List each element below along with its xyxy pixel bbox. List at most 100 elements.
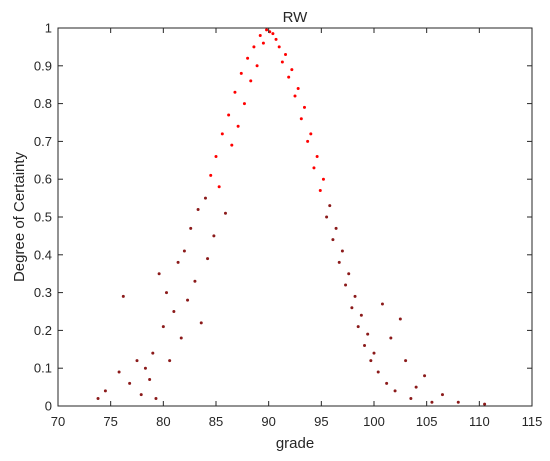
data-point — [203, 196, 207, 200]
data-point — [172, 310, 176, 313]
x-tick-label: 70 — [51, 414, 65, 429]
data-point — [380, 302, 384, 306]
data-point — [220, 132, 224, 136]
data-point — [334, 226, 338, 230]
x-axis-label: grade — [276, 435, 314, 452]
data-point — [376, 370, 380, 374]
x-axis-ticks: 70 75 80 85 90 95 100 105 110 115 — [51, 28, 543, 429]
data-point — [331, 238, 335, 242]
chart-title: RW — [283, 9, 309, 26]
data-point — [168, 359, 172, 363]
y-tick-label: 0.1 — [34, 361, 52, 376]
data-point — [287, 75, 291, 79]
data-point — [359, 313, 363, 317]
data-point — [385, 381, 389, 385]
data-point — [261, 41, 265, 45]
data-point — [249, 79, 253, 83]
data-point — [315, 155, 319, 159]
data-point — [161, 325, 165, 329]
plot-area — [58, 28, 532, 406]
data-point — [325, 215, 329, 219]
data-point — [217, 185, 221, 189]
data-point — [148, 378, 152, 382]
data-point — [293, 94, 297, 98]
data-point — [258, 34, 262, 38]
y-tick-label: 0.6 — [34, 172, 52, 187]
data-point — [193, 279, 197, 283]
data-point — [230, 143, 234, 147]
y-axis-ticks: 0 0.1 0.2 0.3 0.4 0.5 0.6 0.7 0.8 0.9 1 — [34, 21, 532, 414]
data-point — [290, 68, 294, 72]
data-point — [340, 249, 344, 253]
data-point — [182, 249, 186, 253]
data-point — [414, 385, 418, 389]
data-point — [389, 336, 393, 340]
data-point — [214, 155, 218, 159]
data-point — [223, 211, 227, 215]
x-tick-label: 85 — [209, 414, 223, 429]
data-point — [121, 294, 125, 298]
data-point — [318, 189, 322, 193]
data-point — [246, 56, 250, 60]
data-point — [209, 173, 213, 177]
x-tick-label: 115 — [522, 414, 543, 429]
y-tick-label: 0 — [45, 399, 52, 414]
data-point — [242, 102, 246, 106]
data-point — [151, 351, 155, 355]
data-point — [309, 132, 313, 136]
x-tick-label: 75 — [103, 414, 117, 429]
data-point — [299, 117, 303, 121]
data-point — [252, 45, 256, 49]
data-point — [103, 389, 107, 393]
data-point — [404, 359, 408, 363]
y-tick-label: 0.2 — [34, 323, 52, 338]
data-point — [255, 64, 259, 68]
x-tick-label: 105 — [416, 414, 438, 429]
y-tick-label: 0.9 — [34, 58, 52, 73]
data-point — [239, 71, 243, 75]
data-points-layer — [96, 28, 487, 406]
x-tick-label: 110 — [469, 414, 490, 429]
data-point — [393, 389, 397, 393]
data-point — [265, 28, 269, 32]
data-point — [212, 234, 216, 238]
data-point — [179, 336, 183, 340]
data-point — [233, 90, 237, 94]
data-point — [164, 291, 168, 295]
data-point — [366, 332, 370, 336]
data-point — [423, 374, 427, 378]
y-axis-label: Degree of Certainty — [11, 151, 28, 282]
data-point — [206, 257, 210, 261]
data-point — [186, 298, 190, 302]
data-point — [398, 317, 402, 321]
data-point — [456, 400, 460, 404]
data-point — [363, 344, 367, 348]
data-point — [483, 402, 487, 406]
data-point — [328, 204, 332, 208]
x-tick-label: 95 — [314, 414, 328, 429]
data-point — [337, 260, 341, 264]
data-point — [369, 359, 373, 363]
y-tick-label: 0.8 — [34, 96, 52, 111]
data-point — [312, 166, 316, 170]
data-point — [409, 396, 413, 400]
data-point — [353, 294, 357, 298]
x-tick-label: 90 — [261, 414, 275, 429]
data-point — [189, 226, 193, 230]
data-point — [196, 207, 200, 211]
data-point — [199, 321, 203, 325]
data-point — [154, 396, 158, 400]
data-point — [277, 45, 281, 49]
data-point — [347, 272, 351, 276]
y-tick-label: 0.3 — [34, 285, 52, 300]
data-point — [440, 393, 444, 397]
data-point — [350, 306, 354, 310]
y-tick-label: 0.4 — [34, 247, 52, 262]
y-tick-label: 0.7 — [34, 134, 52, 149]
data-point — [157, 272, 161, 276]
data-point — [306, 139, 310, 143]
data-point — [236, 124, 240, 128]
x-tick-label: 100 — [363, 414, 385, 429]
data-point — [271, 32, 275, 36]
